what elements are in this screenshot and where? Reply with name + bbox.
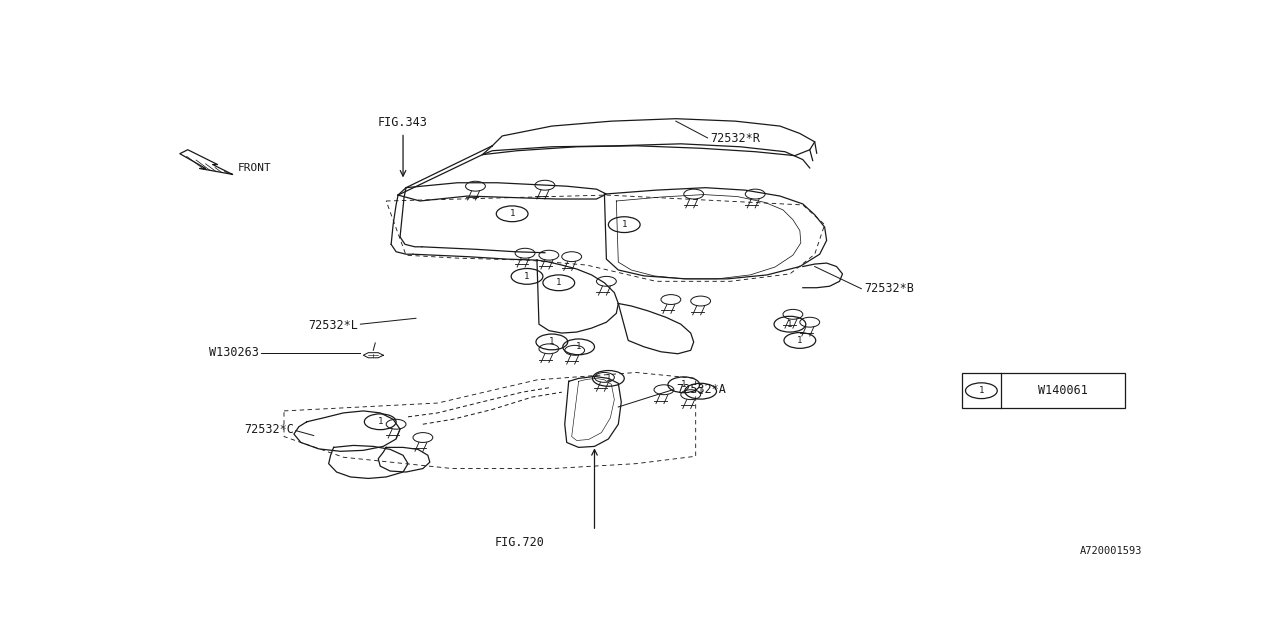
Text: 1: 1	[681, 380, 686, 389]
Text: 1: 1	[787, 320, 792, 329]
Text: 72532*B: 72532*B	[864, 282, 914, 295]
Text: 1: 1	[797, 336, 803, 345]
Text: 1: 1	[549, 337, 554, 346]
Text: FRONT: FRONT	[237, 163, 271, 173]
Text: 1: 1	[622, 220, 627, 229]
Text: 1: 1	[556, 278, 562, 287]
Text: 72532*R: 72532*R	[710, 132, 760, 145]
Bar	[961, 374, 1125, 408]
Text: 72532*A: 72532*A	[676, 383, 726, 396]
Text: A720001593: A720001593	[1079, 546, 1142, 556]
Text: 1: 1	[605, 374, 611, 383]
Text: W140061: W140061	[1038, 384, 1088, 397]
Text: 72532*C: 72532*C	[244, 422, 294, 436]
Text: 1: 1	[979, 386, 984, 396]
Text: 1: 1	[525, 272, 530, 281]
Text: 1: 1	[576, 342, 581, 351]
Text: 1: 1	[509, 209, 515, 218]
Text: 1: 1	[378, 417, 383, 426]
Text: FIG.720: FIG.720	[494, 536, 544, 549]
Text: 72532*L: 72532*L	[308, 319, 358, 332]
Text: W130263: W130263	[210, 346, 259, 359]
Polygon shape	[179, 150, 233, 174]
Text: 1: 1	[698, 387, 703, 396]
Text: FIG.343: FIG.343	[378, 116, 428, 129]
